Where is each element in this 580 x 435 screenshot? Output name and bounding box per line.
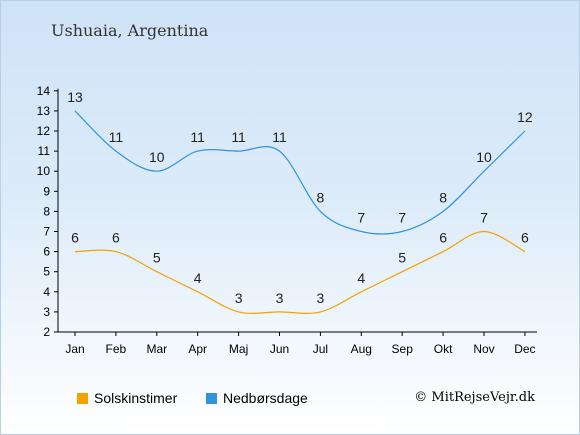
y-tick-label: 7 (43, 225, 50, 239)
data-label-sunshine: 3 (235, 290, 243, 306)
data-label-precipitation: 12 (517, 109, 533, 125)
data-label-precipitation: 10 (476, 149, 492, 165)
data-label-sunshine: 6 (439, 230, 447, 246)
y-tick-label: 14 (37, 84, 51, 98)
y-tick-label: 13 (37, 104, 51, 118)
data-label-sunshine: 4 (357, 270, 365, 286)
data-label-sunshine: 4 (194, 270, 202, 286)
x-tick-label: Feb (106, 342, 127, 356)
x-tick-label: Aug (351, 342, 372, 356)
data-label-sunshine: 6 (112, 230, 120, 246)
legend-label-precipitation: Nedbørsdage (223, 390, 308, 406)
axes: 2 3 4 5 6 7 8 9 10 11 12 13 14 Jan Feb Mar Apr Maj Jun Jul A… (37, 84, 537, 356)
y-tick-label: 2 (43, 325, 50, 339)
y-tick-label: 8 (43, 204, 50, 218)
data-label-precipitation: 11 (109, 129, 124, 145)
data-label-sunshine: 7 (480, 210, 488, 226)
x-tick-label: Jan (65, 342, 84, 356)
data-label-precipitation: 11 (190, 129, 205, 145)
data-label-sunshine: 3 (276, 290, 284, 306)
legend-swatch-precipitation (206, 392, 217, 404)
legend-swatch-sunshine (77, 392, 88, 404)
y-tick-label: 5 (43, 265, 50, 279)
y-tick-label: 11 (38, 144, 51, 158)
chart-title: Ushuaia, Argentina (51, 21, 209, 40)
x-tick-label: Mar (146, 342, 167, 356)
data-label-precipitation: 10 (149, 149, 165, 165)
series-lines (74, 110, 526, 314)
data-label-precipitation: 8 (439, 189, 447, 205)
data-label-sunshine: 3 (317, 290, 325, 306)
x-tick-label: Jun (270, 342, 289, 356)
data-label-precipitation: 13 (67, 89, 83, 105)
data-label-precipitation: 11 (272, 129, 287, 145)
series-line-precipitation (74, 110, 526, 235)
x-tick-label: Jul (313, 342, 328, 356)
data-label-sunshine: 5 (153, 250, 161, 266)
data-label-precipitation: 7 (357, 210, 365, 226)
x-tick-label: Okt (434, 342, 453, 356)
y-tick-label: 6 (43, 245, 50, 259)
credit-text: © MitRejseVejr.dk (414, 390, 535, 405)
y-tick-label: 12 (37, 124, 51, 138)
x-tick-label: Apr (188, 342, 207, 356)
series-line-sunshine (74, 230, 526, 314)
data-labels: 6 6 5 4 3 3 3 4 5 6 7 6 13 11 10 11 11 11 8 7 7 8 10 12 (67, 89, 533, 306)
data-label-precipitation: 11 (231, 129, 246, 145)
legend-item-precipitation: Nedbørsdage (206, 390, 308, 406)
x-tick-label: Dec (514, 342, 535, 356)
y-tick-label: 4 (43, 285, 50, 299)
data-label-precipitation: 7 (398, 210, 406, 226)
x-tick-label: Nov (473, 342, 494, 356)
y-tick-label: 9 (43, 184, 50, 198)
y-tick-label: 10 (37, 164, 51, 178)
legend-item-sunshine: Solskinstimer (77, 390, 177, 406)
legend-label-sunshine: Solskinstimer (94, 390, 178, 406)
data-label-precipitation: 8 (317, 189, 325, 205)
x-tick-label: Maj (229, 342, 248, 356)
x-tick-label: Sep (392, 342, 414, 356)
y-tick-label: 3 (43, 305, 50, 319)
data-label-sunshine: 6 (521, 230, 529, 246)
data-label-sunshine: 6 (71, 230, 79, 246)
data-label-sunshine: 5 (398, 250, 406, 266)
